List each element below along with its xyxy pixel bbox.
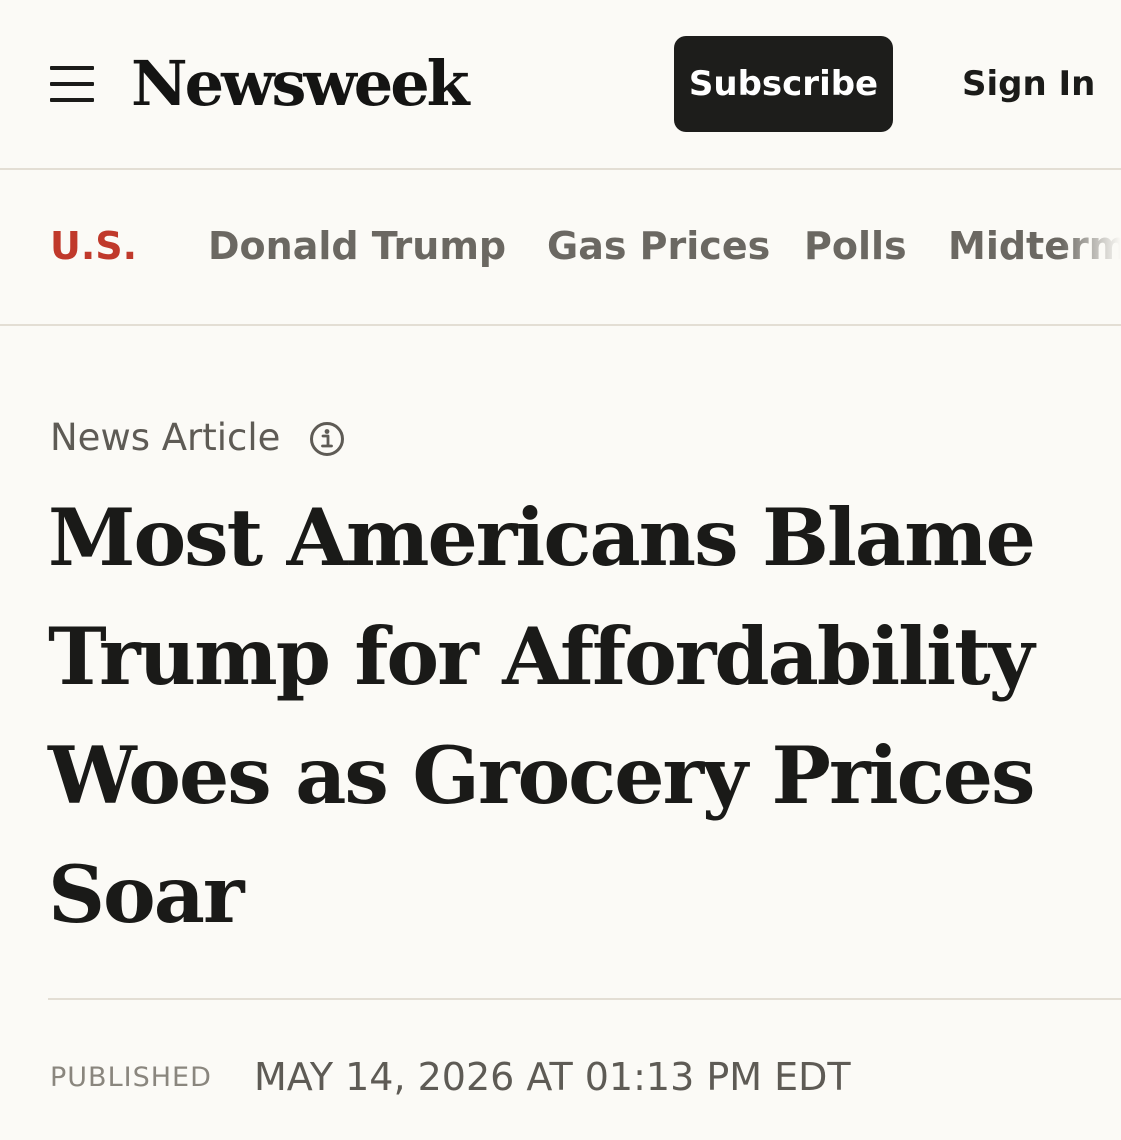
sign-in-link[interactable]: Sign In <box>962 64 1096 104</box>
subscribe-button[interactable]: Subscribe <box>674 36 893 132</box>
nav-item-gas-prices[interactable]: Gas Prices <box>547 224 771 268</box>
menu-bar <box>50 82 94 86</box>
hamburger-menu-icon[interactable] <box>50 66 94 102</box>
section-nav: U.S. Donald Trump Gas Prices Polls Midte… <box>0 170 1121 326</box>
nav-item-donald-trump[interactable]: Donald Trump <box>208 224 507 268</box>
article-type-label: News Article <box>50 416 281 459</box>
published-label: PUBLISHED <box>50 1062 212 1093</box>
nav-item-polls[interactable]: Polls <box>804 224 907 268</box>
nav-fade-overlay <box>1061 170 1121 324</box>
published-date: MAY 14, 2026 AT 01:13 PM EDT <box>254 1055 851 1099</box>
divider <box>48 998 1121 1000</box>
info-icon[interactable] <box>309 421 345 457</box>
site-logo[interactable]: Newsweek <box>131 47 470 120</box>
menu-bar <box>50 98 94 102</box>
site-header: Newsweek Subscribe Sign In <box>0 0 1121 170</box>
article-headline: Most Americans Blame Trump for Affordabi… <box>48 491 1036 941</box>
nav-item-us[interactable]: U.S. <box>50 224 138 268</box>
menu-bar <box>50 66 94 70</box>
